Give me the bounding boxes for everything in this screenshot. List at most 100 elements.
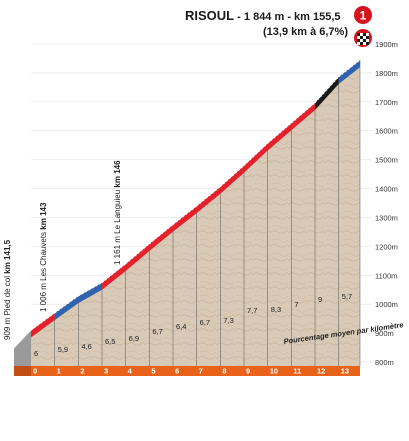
y-tick-label: 900m	[375, 329, 394, 338]
landmark-label: 1 161 m Le Languieu km 146	[113, 160, 122, 265]
segment-gradient: 4,6	[81, 342, 91, 351]
y-tick-label: 1300m	[375, 213, 398, 222]
km-tick-label: 2	[80, 367, 84, 376]
segment-gradient: 7,3	[223, 316, 233, 325]
flag-square	[357, 39, 360, 42]
flag-square	[360, 39, 363, 42]
segment-gradient: 6,5	[105, 337, 115, 346]
road-segment	[291, 102, 316, 131]
profile-side-face	[14, 330, 31, 376]
road-centerline	[149, 224, 174, 245]
flag-square	[363, 42, 366, 45]
km-tick-label: 0	[33, 367, 37, 376]
road-segment	[315, 76, 339, 110]
segment-gradient: 6,4	[176, 322, 186, 331]
km-tick-label: 13	[341, 367, 349, 376]
road-centerline	[172, 205, 197, 225]
road-centerline	[101, 263, 126, 284]
header: RISOUL - 1 844 m - km 155,5 (13,9 km à 6…	[185, 6, 372, 47]
landmark-elevation: 1 006 m Les Chauvets	[39, 230, 48, 312]
km-tick-label: 1	[57, 367, 61, 376]
road-centerline	[338, 59, 361, 78]
road-centerline	[291, 102, 316, 124]
y-tick-label: 1600m	[375, 127, 398, 136]
km-base-strip: 0 1 2 3 4 5 6 7 8 9 10 11 12 13	[14, 366, 360, 376]
km-tick-label: 5	[151, 367, 155, 376]
flag-square	[360, 36, 363, 39]
base-strip-side	[14, 366, 31, 376]
road-segment	[125, 244, 150, 271]
road-centerline	[220, 165, 245, 188]
road-centerline	[314, 76, 339, 104]
road-segment	[31, 313, 55, 338]
road-centerline	[243, 143, 268, 166]
title-detail: - 1 844 m - km 155,5	[234, 11, 340, 23]
subtitle: (13,9 km à 6,7%)	[263, 26, 348, 38]
landmark-elevation: 909 m Pied de col	[3, 274, 12, 340]
road-centerline	[30, 312, 55, 331]
y-tick-label: 1800m	[375, 69, 398, 78]
landmark-km: km 141,5	[3, 239, 12, 273]
checkered-flag-icon	[354, 29, 372, 47]
landmark-labels: 909 m Pied de col km 141,5 1 006 m Les Ch…	[3, 160, 122, 340]
road-segment	[173, 206, 197, 232]
road-segment	[78, 282, 103, 304]
km-tick-label: 9	[246, 367, 250, 376]
km-tick-label: 8	[222, 367, 226, 376]
road-segment	[149, 224, 174, 252]
km-tick-label: 4	[128, 367, 133, 376]
km-tick-label: 11	[293, 367, 301, 376]
flag-square	[366, 33, 369, 36]
road-centerline	[267, 122, 292, 144]
flag-square	[363, 36, 366, 39]
y-tick-label: 1500m	[375, 156, 398, 165]
flag-square	[366, 42, 369, 45]
segment-gradient: 5,9	[58, 345, 68, 354]
y-tick-label: 800m	[375, 358, 394, 367]
landmark-km: km 143	[39, 202, 48, 230]
km-divider-lines	[54, 60, 361, 366]
road-segment	[220, 165, 245, 194]
road-segment	[102, 263, 126, 290]
y-tick-label: 1900m	[375, 40, 398, 49]
flag-square	[357, 36, 360, 39]
landmark-elevation: 1 161 m Le Languieu	[113, 188, 122, 265]
road-segment	[267, 123, 292, 151]
km-tick-label: 12	[317, 367, 325, 376]
road-centerline	[196, 186, 221, 207]
flag-square	[357, 33, 360, 36]
road-segment	[338, 60, 360, 84]
y-tick-label: 1100m	[375, 271, 397, 280]
title: RISOUL - 1 844 m - km 155,5	[185, 8, 341, 23]
title-name: RISOUL	[185, 8, 234, 23]
landmark-km: km 146	[113, 160, 122, 188]
y-tick-label: 1700m	[375, 98, 398, 107]
landmark-label: 909 m Pied de col km 141,5	[3, 239, 12, 340]
road-segment	[244, 143, 268, 173]
flag-square	[360, 33, 363, 36]
flag-square	[363, 39, 366, 42]
road-segment	[54, 296, 79, 321]
segment-gradient: 6	[34, 349, 38, 358]
climb-number-badge: 1	[354, 6, 372, 24]
flag-square	[366, 36, 369, 39]
road-centerline	[125, 243, 150, 265]
flag-square	[363, 33, 366, 36]
flag-square	[360, 42, 363, 45]
segment-gradient: 6,7	[200, 318, 210, 327]
y-tick-label: 1000m	[375, 300, 398, 309]
badge-number: 1	[360, 9, 367, 23]
segment-gradient: 9	[318, 295, 322, 304]
y-axis-ticks: 800m 900m 1000m 1100m 1200m 1300m 1400m 1500m 16…	[375, 40, 398, 367]
landmark-label: 1 006 m Les Chauvets km 143	[39, 202, 48, 312]
km-tick-label: 7	[199, 367, 203, 376]
road-centerline	[54, 295, 79, 314]
segment-gradient-labels: 6 5,9 4,6 6,5 6,9 6,7 6,4 6,7 7,3 7,7 8,3 7 9 5,7	[34, 292, 352, 358]
road-segment	[196, 186, 221, 214]
base-strip	[31, 366, 360, 376]
segment-gradient: 6,7	[152, 327, 162, 336]
segment-gradient: 8,3	[271, 305, 281, 314]
y-tick-label: 1200m	[375, 242, 398, 251]
segment-gradient: 5,7	[342, 292, 352, 301]
